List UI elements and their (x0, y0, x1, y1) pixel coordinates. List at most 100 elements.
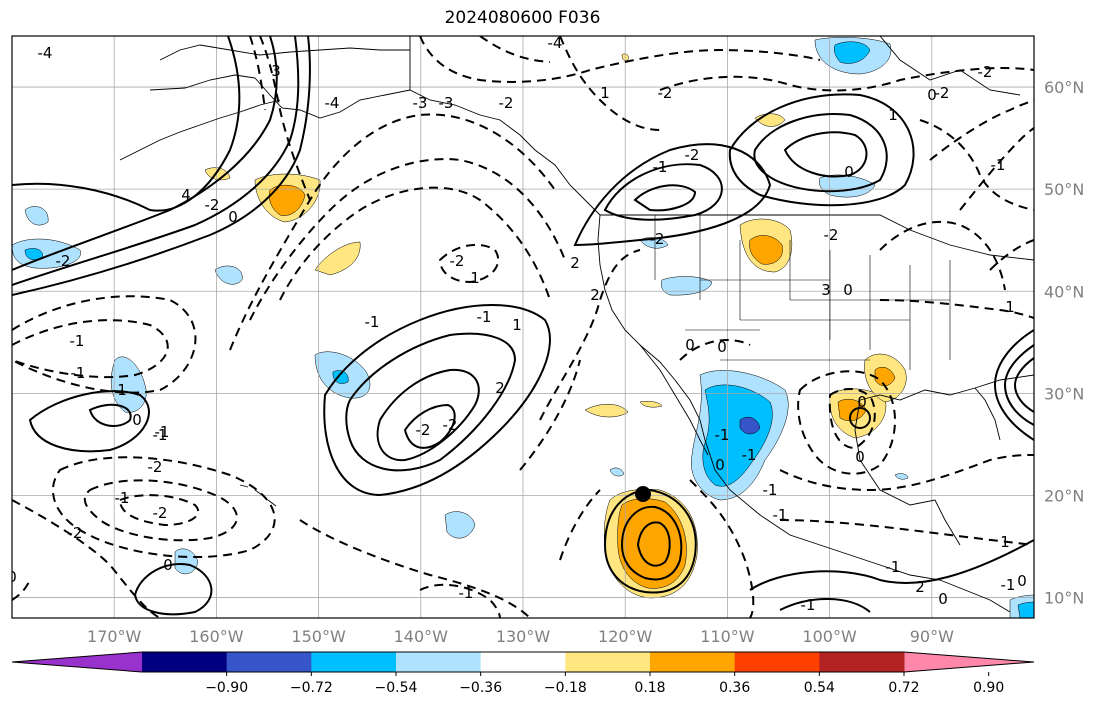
contour-label: 1 (470, 269, 480, 287)
contour-negative (989, 239, 1034, 271)
contour-label: 0 (7, 568, 17, 586)
contour-positive (133, 563, 213, 616)
contour-label: -2 (450, 252, 465, 270)
contour-label: 0 (844, 163, 854, 181)
contour-label: -2 (443, 416, 458, 434)
florida (974, 387, 1001, 441)
contour-label: 0 (1017, 572, 1027, 590)
contour-negative (83, 479, 238, 542)
shaded-region (314, 241, 361, 276)
contour-negative (279, 186, 551, 301)
contour-label: 4 (181, 186, 191, 204)
contour-label: -1 (742, 446, 757, 464)
shaded-region (617, 498, 687, 589)
contour-label: 0 (855, 448, 865, 466)
contour-positive (753, 113, 888, 193)
contour-negative (229, 113, 556, 351)
state-lines (654, 215, 951, 370)
contour-label: -2 (68, 524, 83, 542)
contour-negative (519, 359, 581, 471)
contour-positive (323, 304, 551, 497)
hudson-bay-area (879, 36, 1021, 96)
latitude-label: 60°N (1044, 78, 1084, 97)
contour-positive (993, 329, 1034, 441)
latitude-label: 50°N (1044, 180, 1084, 199)
contour-negative (419, 583, 501, 618)
contour-label: -2 (148, 458, 163, 476)
contour-positive (783, 131, 868, 178)
colorbar-tick-label: 0.90 (973, 680, 1004, 696)
contour-label: -1 (715, 426, 730, 444)
contour-negative (259, 36, 311, 201)
colorbar-segment (226, 652, 312, 672)
contour-label: -2 (935, 84, 950, 102)
contour-label: 0 (927, 86, 937, 104)
contour-positive (779, 598, 871, 613)
colorbar-segment (819, 652, 905, 672)
contour-positive (12, 36, 311, 296)
contour-label: -3 (413, 94, 428, 112)
colorbar-tick-label: −0.90 (205, 680, 248, 696)
longitude-label: 160°W (189, 627, 244, 646)
colorbar-segment (650, 652, 736, 672)
contour-label: -2 (650, 230, 665, 248)
shaded-region (609, 467, 625, 477)
storm-center-marker (635, 486, 651, 502)
contour-negative (559, 36, 661, 131)
na-west-coast (597, 214, 706, 441)
contour-negative (919, 119, 1034, 211)
contour-label: -2 (56, 252, 71, 270)
contour-negative (689, 479, 755, 618)
contour-label: 2 (915, 578, 925, 596)
longitude-label: 130°W (496, 627, 551, 646)
contour-positive (749, 539, 1034, 591)
contour-positive (1013, 357, 1034, 413)
contour-lines (12, 36, 1034, 616)
contour-label: -2 (685, 146, 700, 164)
contour-label: -1 (801, 596, 816, 614)
contour-label: 0 (843, 281, 853, 299)
colorbar-tick-label: −0.72 (290, 680, 333, 696)
contour-negative (929, 99, 1034, 161)
gridlines (12, 36, 1034, 618)
map-frame (11, 35, 1035, 619)
contour-label: -1 (153, 426, 168, 444)
colorbar-segment (142, 652, 228, 672)
shaded-region (739, 417, 761, 435)
contour-label: -1 (763, 481, 778, 499)
latitude-labels: 60°N 50°N 40°N 30°N 20°N 10°N (1044, 78, 1084, 608)
contour-label: 0 (685, 336, 695, 354)
contour-negative (679, 339, 751, 361)
contour-label: -1 (773, 506, 788, 524)
contour-positive (633, 184, 697, 212)
longitude-label: 100°W (802, 627, 857, 646)
shaded-region (833, 41, 871, 64)
latitude-label: 30°N (1044, 384, 1084, 403)
contour-negative (539, 249, 641, 421)
colorbar-extend-max (904, 652, 1034, 672)
colorbar-tick-label: 0.18 (634, 680, 665, 696)
colorbar-tick-label: −0.18 (544, 680, 587, 696)
mexico-west-coast (704, 439, 851, 556)
colorbar-tick-label: 0.54 (804, 680, 835, 696)
longitude-label: 120°W (598, 627, 653, 646)
alaska-coastline (149, 74, 601, 216)
shaded-fields (12, 37, 1034, 618)
contour-label: -1 (886, 558, 901, 576)
contour-negative (559, 489, 601, 561)
map-area: -4-43-4 -3 -3 -21 -24-20-2-1-101-1-2-1-2-1-2… (7, 36, 1034, 618)
map-title: 2024080600 F036 (444, 8, 601, 28)
contour-negative (779, 519, 1034, 546)
central-america (849, 554, 1011, 613)
contour-negative (419, 36, 821, 83)
shaded-region (332, 370, 349, 384)
contour-label: -1 (459, 584, 474, 602)
contour-label: 2 (570, 254, 580, 272)
contour-label: 0 (717, 338, 727, 356)
contour-negative (797, 370, 896, 475)
contour-negative (828, 388, 876, 450)
contour-negative (959, 127, 1034, 211)
contour-label: 1 (512, 316, 522, 334)
contour-negative (249, 36, 266, 111)
colorbar-outline (11, 651, 1035, 673)
